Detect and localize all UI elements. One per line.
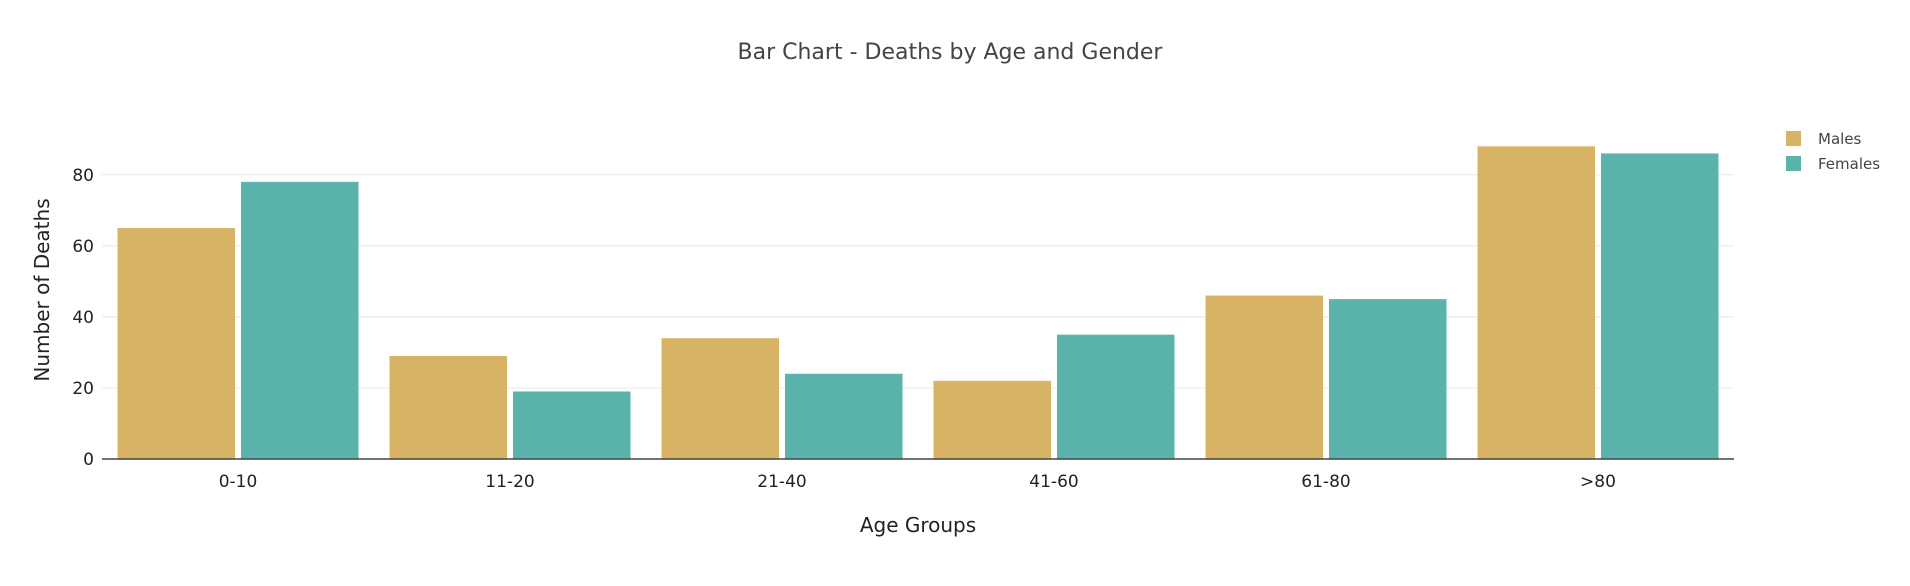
legend-swatch <box>1786 131 1801 146</box>
x-axis-title: Age Groups <box>860 513 976 537</box>
legend[interactable]: Males Females <box>1786 130 1880 173</box>
y-tick-label: 60 <box>72 237 94 257</box>
x-tick-label: 61-80 <box>1301 472 1350 492</box>
bar-males-5[interactable] <box>1477 146 1595 459</box>
bar-females-3[interactable] <box>1057 334 1175 459</box>
bars <box>117 146 1719 460</box>
legend-item-males[interactable]: Males <box>1786 130 1862 148</box>
bar-females-5[interactable] <box>1601 153 1719 459</box>
bar-males-0[interactable] <box>117 228 235 459</box>
bar-females-1[interactable] <box>513 391 631 459</box>
x-tick-label: 0-10 <box>219 472 258 492</box>
legend-swatch <box>1786 156 1801 171</box>
y-tick-labels: 0 20 40 60 80 <box>72 166 94 470</box>
x-tick-label: 41-60 <box>1029 472 1078 492</box>
x-tick-label: >80 <box>1580 472 1616 492</box>
legend-label: Females <box>1818 155 1880 173</box>
bar-males-2[interactable] <box>661 338 779 459</box>
bar-females-0[interactable] <box>241 181 359 460</box>
y-tick-label: 40 <box>72 308 94 328</box>
x-tick-label: 21-40 <box>757 472 806 492</box>
x-tick-label: 11-20 <box>485 472 534 492</box>
y-tick-label: 20 <box>72 379 94 399</box>
legend-item-females[interactable]: Females <box>1786 155 1880 173</box>
chart-title: Bar Chart - Deaths by Age and Gender <box>738 40 1164 65</box>
x-tick-labels: 0-10 11-20 21-40 41-60 61-80 >80 <box>219 472 1616 492</box>
bar-males-3[interactable] <box>933 380 1051 459</box>
bar-males-4[interactable] <box>1205 295 1323 459</box>
bar-males-1[interactable] <box>389 355 507 459</box>
bar-females-4[interactable] <box>1329 299 1447 459</box>
gridlines <box>102 174 1734 389</box>
y-tick-label: 0 <box>83 450 94 470</box>
y-axis-title: Number of Deaths <box>30 198 54 381</box>
y-tick-label: 80 <box>72 166 94 186</box>
bar-females-2[interactable] <box>785 373 903 459</box>
legend-label: Males <box>1818 130 1862 148</box>
